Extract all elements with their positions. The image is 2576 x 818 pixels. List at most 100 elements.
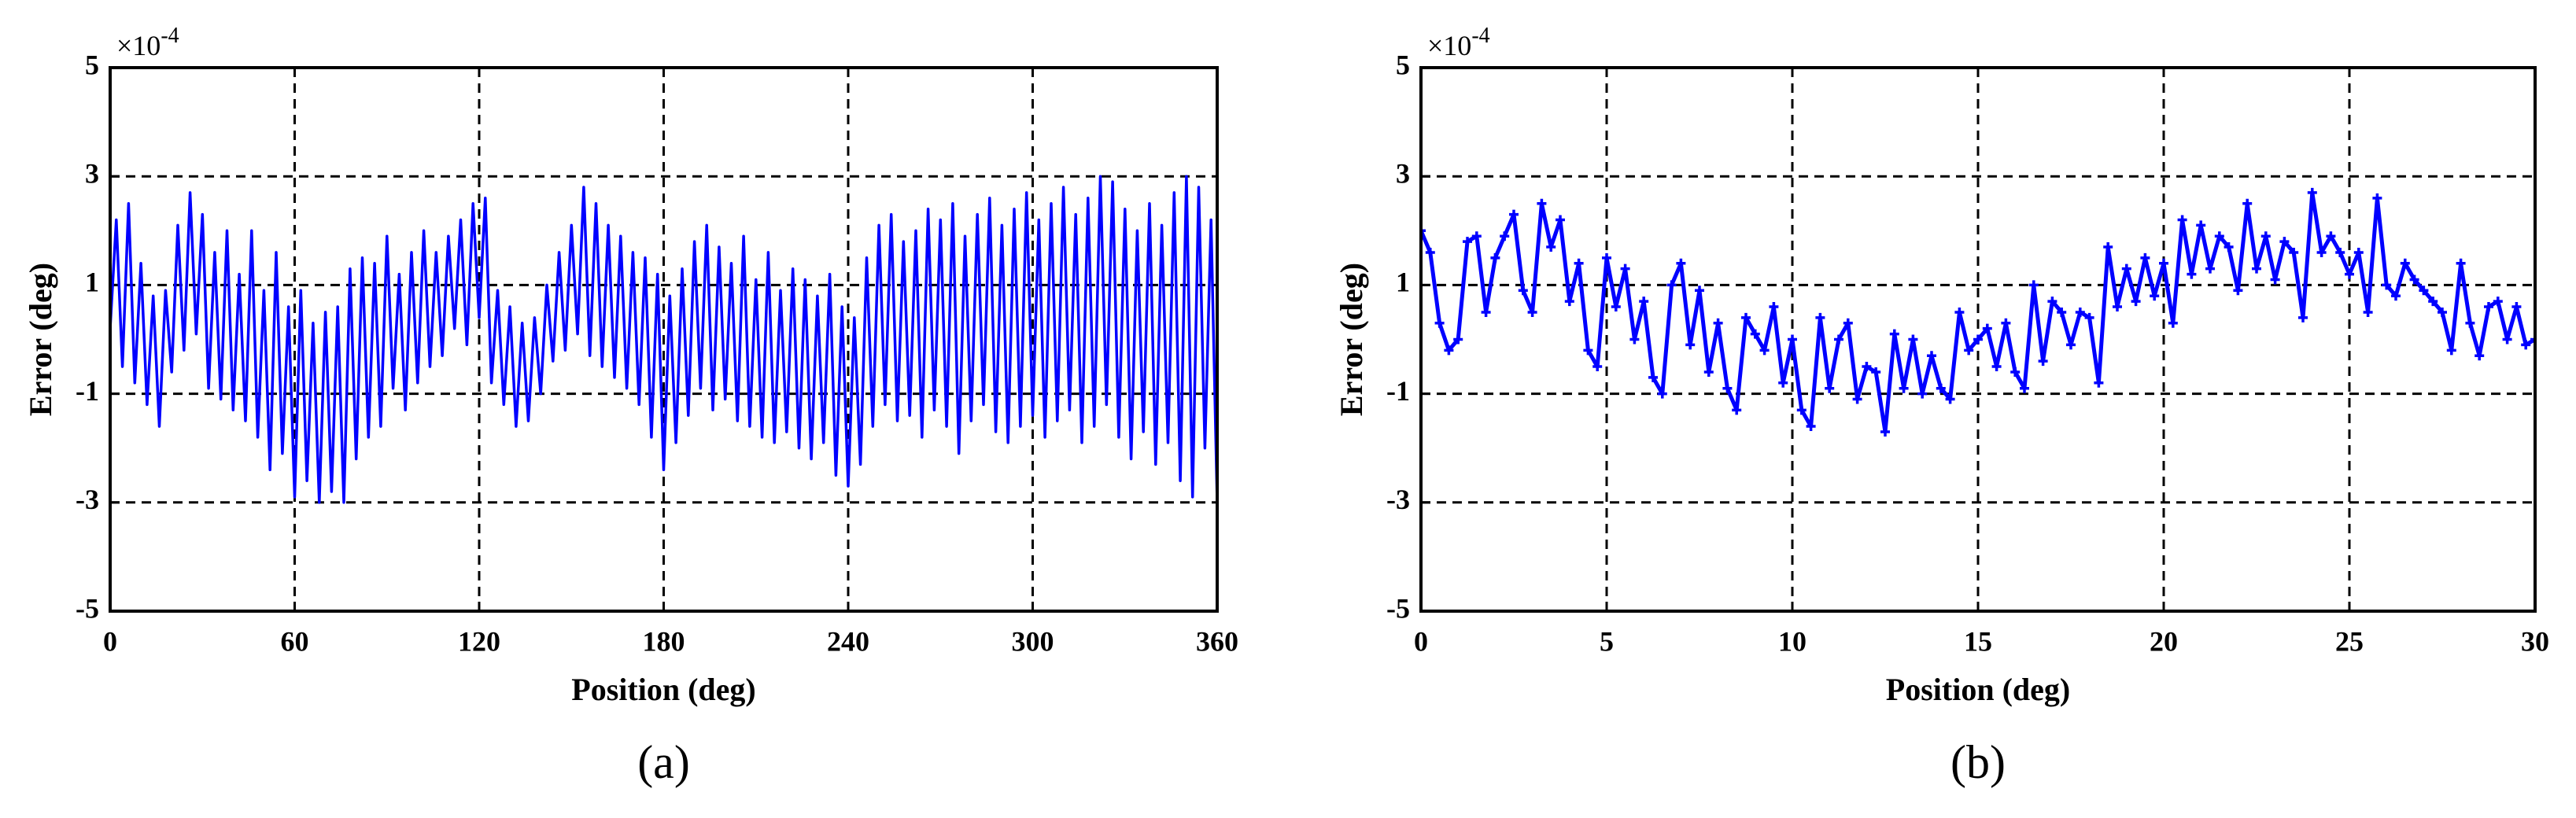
- data-marker: [2196, 220, 2206, 230]
- x-tick-label: 60: [281, 625, 309, 657]
- data-marker: [1463, 237, 1472, 247]
- x-tick-label: 10: [1778, 625, 1807, 657]
- subplot: 0 60 120 180 240 300 360 -5 -3 -1 1 3 5 ×10-4 Position…: [23, 24, 1238, 787]
- exponent-power: -4: [161, 24, 179, 48]
- x-tick-label: 0: [1414, 625, 1428, 657]
- y-exponent: ×10-4: [1427, 24, 1490, 61]
- data-marker: [1852, 394, 1862, 404]
- data-marker: [1796, 405, 1807, 415]
- data-marker: [2113, 302, 2122, 312]
- data-marker: [2205, 263, 2215, 274]
- data-marker: [2391, 291, 2401, 301]
- data-marker: [1769, 302, 1779, 312]
- data-line: [110, 175, 1217, 504]
- data-marker: [1732, 405, 1742, 415]
- data-marker: [2419, 286, 2429, 296]
- data-marker: [2057, 307, 2067, 317]
- data-marker: [1620, 263, 1630, 274]
- x-tick-label: 25: [2335, 625, 2364, 657]
- data-marker: [2103, 242, 2113, 252]
- data-marker: [1648, 372, 1658, 382]
- data-marker: [1862, 362, 1872, 372]
- y-tick-label: -1: [1386, 375, 1410, 407]
- y-tick-label: -5: [1386, 592, 1410, 624]
- data-marker: [1666, 280, 1677, 290]
- data-marker: [2066, 340, 2076, 350]
- data-marker: [2298, 312, 2308, 322]
- y-axis-label: Error (deg): [1334, 263, 1369, 416]
- data-marker: [2335, 247, 2345, 257]
- data-marker: [1444, 345, 1454, 356]
- data-marker: [2168, 318, 2178, 328]
- y-tick-label: -3: [76, 484, 99, 515]
- data-marker: [1574, 258, 1584, 268]
- data-marker: [2252, 263, 2261, 274]
- plot-area: [1421, 187, 2535, 437]
- data-marker: [1583, 345, 1593, 356]
- data-marker: [1676, 258, 1686, 268]
- data-marker: [2345, 269, 2354, 279]
- x-tick-label: 0: [103, 625, 117, 657]
- data-marker: [1750, 329, 1760, 339]
- data-marker: [2260, 231, 2271, 241]
- x-tick-label: 30: [2521, 625, 2549, 657]
- data-marker: [2159, 258, 2168, 268]
- y-tick-label: 1: [1396, 267, 1410, 298]
- data-marker: [2475, 351, 2485, 361]
- data-marker: [2224, 242, 2234, 252]
- x-tick-label: 5: [1600, 625, 1614, 657]
- data-marker: [2075, 307, 2085, 317]
- exponent-base: ×10: [116, 30, 161, 61]
- data-marker: [2150, 291, 2160, 301]
- y-tick-label: 3: [1396, 157, 1410, 189]
- data-marker: [1425, 247, 1435, 257]
- data-marker: [1471, 231, 1482, 241]
- data-marker: [1695, 286, 1704, 296]
- data-marker: [1537, 198, 1547, 208]
- data-marker: [1936, 383, 1946, 393]
- data-marker: [2382, 280, 2392, 290]
- y-exponent: ×10-4: [116, 24, 179, 61]
- x-tick-label: 240: [827, 625, 869, 657]
- data-marker: [2233, 286, 2243, 296]
- data-marker: [2316, 247, 2327, 257]
- data-marker: [2094, 378, 2104, 388]
- data-marker: [2279, 237, 2290, 247]
- data-marker: [1880, 426, 1890, 437]
- data-marker: [1481, 307, 1491, 317]
- data-marker: [1945, 394, 1955, 404]
- x-tick-label: 120: [458, 625, 500, 657]
- data-marker: [1815, 312, 1825, 322]
- data-marker: [1421, 226, 1426, 236]
- data-marker: [1908, 334, 1918, 345]
- data-marker: [2326, 231, 2336, 241]
- data-marker: [1954, 307, 1965, 317]
- data-marker: [2242, 198, 2253, 208]
- data-marker: [1927, 351, 1936, 361]
- data-marker: [1834, 334, 1843, 345]
- data-marker: [2177, 215, 2187, 225]
- data-marker: [1964, 345, 1974, 356]
- data-marker: [2038, 356, 2048, 367]
- data-marker: [2047, 297, 2057, 307]
- x-tick-label: 15: [1964, 625, 1992, 657]
- data-marker: [1871, 367, 1881, 377]
- data-marker: [1500, 231, 1510, 241]
- y-tick-label: 5: [85, 49, 99, 80]
- data-marker: [1788, 334, 1797, 345]
- data-marker: [2363, 307, 2373, 317]
- x-tick-label: 180: [643, 625, 685, 657]
- data-marker: [1509, 209, 1519, 219]
- data-marker: [1982, 323, 1992, 333]
- axes-frame: [109, 66, 1219, 613]
- data-marker: [2001, 318, 2011, 328]
- data-marker: [1973, 334, 1983, 345]
- data-marker: [2121, 263, 2131, 274]
- data-marker: [1991, 362, 2002, 372]
- data-marker: [1490, 252, 1500, 263]
- exponent-base: ×10: [1427, 30, 1471, 61]
- data-marker: [1546, 242, 1556, 252]
- data-marker: [2353, 247, 2364, 257]
